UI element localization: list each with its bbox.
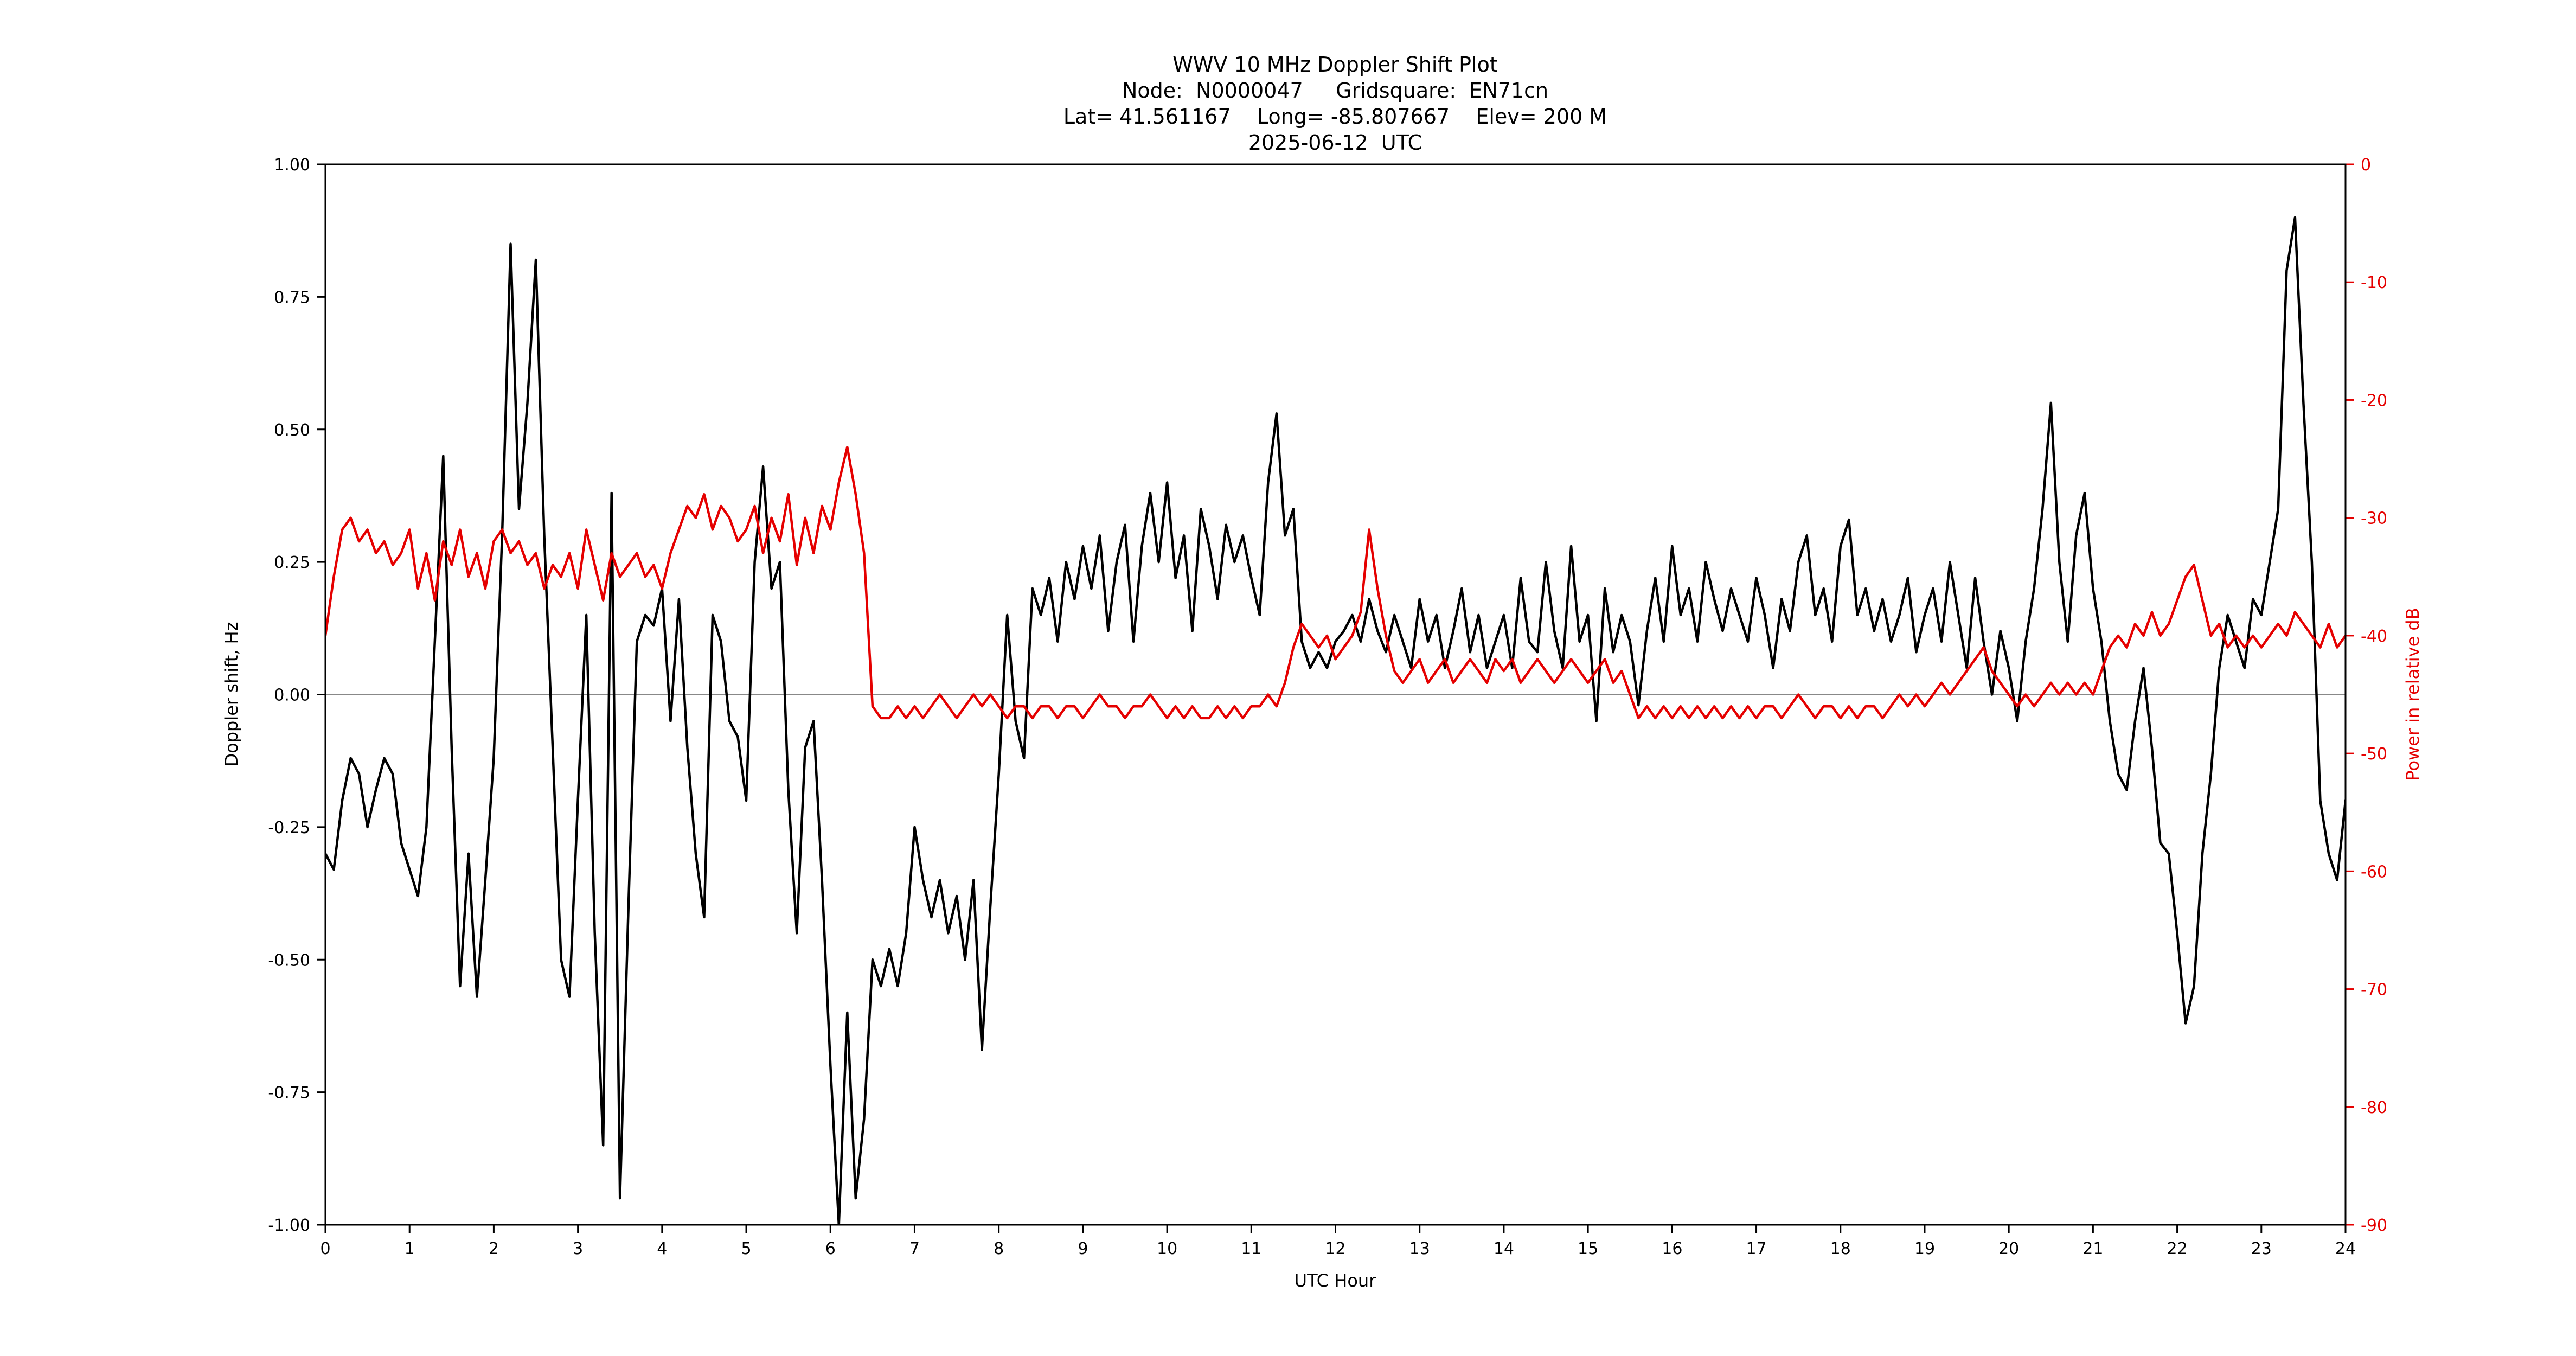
x-tick-label: 2 — [489, 1239, 499, 1258]
x-tick-label: 14 — [1494, 1239, 1514, 1258]
x-axis-ticks: 0 1 2 3 4 5 6 7 8 9 10 11 12 13 14 15 16 17 18 19 20 21 22 23 24 — [320, 1225, 2356, 1258]
x-tick-label: 10 — [1157, 1239, 1177, 1258]
x-tick-label: 24 — [2335, 1239, 2356, 1258]
y-left-tick-label: -0.25 — [268, 818, 310, 837]
x-tick-label: 16 — [1662, 1239, 1682, 1258]
x-tick-label: 17 — [1746, 1239, 1766, 1258]
y-right-tick-label: -80 — [2361, 1098, 2387, 1117]
x-tick-label: 22 — [2167, 1239, 2187, 1258]
x-tick-label: 18 — [1830, 1239, 1851, 1258]
x-tick-label: 21 — [2082, 1239, 2103, 1258]
y-left-tick-label: 0.50 — [274, 421, 310, 440]
y-right-tick-label: -20 — [2361, 391, 2387, 410]
x-axis-label: UTC Hour — [1295, 1270, 1377, 1291]
x-tick-label: 11 — [1241, 1239, 1261, 1258]
y-left-tick-label: 0.25 — [274, 553, 310, 572]
series-group — [325, 216, 2346, 1225]
y-right-tick-label: -70 — [2361, 981, 2387, 1000]
x-tick-label: 7 — [909, 1239, 920, 1258]
y-left-tick-label: -0.50 — [268, 951, 310, 970]
x-tick-label: 19 — [1914, 1239, 1935, 1258]
y-right-tick-label: -30 — [2361, 509, 2387, 528]
y-right-tick-label: -40 — [2361, 627, 2387, 646]
chart-subtitle-location: Lat= 41.561167 Long= -85.807667 Elev= 20… — [1063, 105, 1607, 129]
y-right-tick-label: -90 — [2361, 1216, 2387, 1235]
chart-subtitle-date: 2025-06-12 UTC — [1248, 131, 1422, 155]
axes-border — [324, 163, 2347, 1226]
x-tick-label: 0 — [320, 1239, 330, 1258]
power-line — [325, 446, 2346, 720]
x-tick-label: 13 — [1409, 1239, 1430, 1258]
x-tick-label: 4 — [657, 1239, 667, 1258]
y-axis-label-left: Doppler shift, Hz — [221, 622, 242, 766]
x-tick-label: 1 — [405, 1239, 415, 1258]
y-axis-right-ticks: 0 -10 -20 -30 -40 -50 -60 -70 -80 -90 — [2346, 156, 2387, 1235]
plot-area: 0 1 2 3 4 5 6 7 8 9 10 11 12 13 14 15 16 17 18 19 20 21 22 23 24… — [268, 156, 2387, 1258]
x-tick-label: 15 — [1578, 1239, 1598, 1258]
x-tick-label: 9 — [1078, 1239, 1088, 1258]
y-right-tick-label: -60 — [2361, 862, 2387, 881]
y-right-tick-label: -50 — [2361, 745, 2387, 764]
x-tick-label: 20 — [1998, 1239, 2019, 1258]
x-tick-label: 6 — [825, 1239, 836, 1258]
x-tick-label: 8 — [994, 1239, 1004, 1258]
y-left-tick-label: -1.00 — [268, 1216, 310, 1235]
chart-title: WWV 10 MHz Doppler Shift Plot — [1172, 53, 1498, 76]
x-tick-label: 3 — [573, 1239, 583, 1258]
y-right-tick-label: -10 — [2361, 273, 2387, 292]
y-left-tick-label: 0.00 — [274, 686, 310, 705]
y-axis-label-right: Power in relative dB — [2402, 607, 2423, 781]
x-tick-label: 12 — [1325, 1239, 1345, 1258]
chart-subtitle-node: Node: N0000047 Gridsquare: EN71cn — [1122, 79, 1548, 103]
y-left-tick-label: -0.75 — [268, 1084, 310, 1103]
y-left-tick-label: 0.75 — [274, 288, 310, 307]
x-tick-label: 5 — [741, 1239, 751, 1258]
y-left-tick-label: 1.00 — [274, 156, 310, 175]
y-right-tick-label: 0 — [2361, 156, 2371, 175]
x-tick-label: 23 — [2251, 1239, 2272, 1258]
doppler-shift-line — [325, 216, 2346, 1225]
y-axis-left-ticks: -1.00 -0.75 -0.50 -0.25 0.00 0.25 0.50 0.75 1.00 — [268, 156, 325, 1235]
